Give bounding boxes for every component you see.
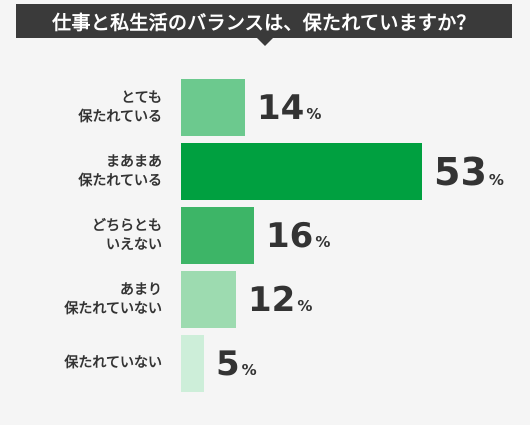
- category-label: どちらともいえない: [12, 217, 162, 255]
- chart-title: 仕事と私生活のバランスは、保たれていますか？: [52, 11, 476, 34]
- data-label-value: 5: [216, 343, 240, 384]
- data-label-unit: %: [297, 296, 313, 315]
- data-label-value: 14: [257, 87, 305, 128]
- category-label-line: 保たれていない: [64, 355, 162, 371]
- data-label: 14%: [257, 91, 321, 125]
- bar: [181, 79, 245, 136]
- data-label-unit: %: [241, 360, 257, 379]
- data-label: 12%: [248, 283, 312, 317]
- bar: [181, 271, 236, 328]
- bar: [181, 143, 422, 200]
- data-label-unit: %: [315, 232, 331, 251]
- category-label: あまり保たれていない: [12, 281, 162, 319]
- data-label-value: 16: [266, 215, 314, 256]
- category-label-line: あまり: [120, 281, 162, 298]
- category-label-line: どちらとも: [92, 217, 162, 234]
- category-label-line: 保たれていない: [64, 300, 162, 317]
- bar: [181, 335, 204, 392]
- title-banner: 仕事と私生活のバランスは、保たれていますか？: [0, 0, 530, 48]
- data-label: 5%: [216, 347, 257, 381]
- data-label: 53%: [434, 153, 504, 191]
- title-pointer: [257, 38, 273, 46]
- category-label-line: いえない: [106, 236, 162, 253]
- data-label: 16%: [266, 219, 330, 253]
- data-label-unit: %: [488, 170, 504, 189]
- data-label-value: 12: [248, 279, 296, 320]
- data-label-unit: %: [306, 104, 322, 123]
- category-label: 保たれていない: [12, 354, 162, 373]
- category-label-line: まあまあ: [106, 153, 162, 170]
- category-label-line: とても: [121, 89, 162, 106]
- category-label-line: 保たれている: [78, 172, 162, 189]
- data-label-value: 53: [434, 149, 487, 194]
- title-box: 仕事と私生活のバランスは、保たれていますか？: [16, 4, 512, 38]
- category-label-line: 保たれている: [78, 108, 162, 125]
- category-label: まあまあ保たれている: [12, 153, 162, 191]
- bar: [181, 207, 254, 264]
- category-label: とても保たれている: [12, 89, 162, 127]
